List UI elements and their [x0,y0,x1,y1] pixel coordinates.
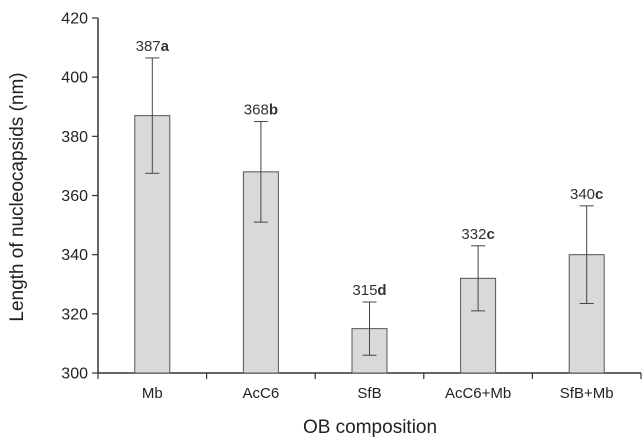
x-tick-label: Mb [142,385,163,402]
data-label: 315d [352,282,386,299]
y-tick-label: 360 [61,188,88,205]
x-tick-label: AcC6 [243,385,280,402]
y-tick-label: 400 [61,70,88,87]
y-axis-title: Length of nucleocapsids (nm) [7,72,28,321]
x-tick-label: AcC6+Mb [445,385,511,402]
x-tick-label: SfB [357,385,381,402]
y-tick-label: 420 [61,11,88,28]
y-tick-label: 340 [61,247,88,264]
data-label: 387a [136,38,170,55]
y-tick-label: 320 [61,306,88,323]
x-axis-title: OB composition [303,417,437,438]
data-label: 340c [570,186,603,203]
plot-area: 300 320 340 360 380 400 420 387a Mb 368b AcC6 315d S… [61,11,642,402]
x-tick-label: SfB+Mb [560,385,614,402]
data-label: 368b [244,102,278,119]
y-tick-label: 300 [61,366,88,383]
data-label: 332c [461,226,494,243]
y-tick-label: 380 [61,129,88,146]
